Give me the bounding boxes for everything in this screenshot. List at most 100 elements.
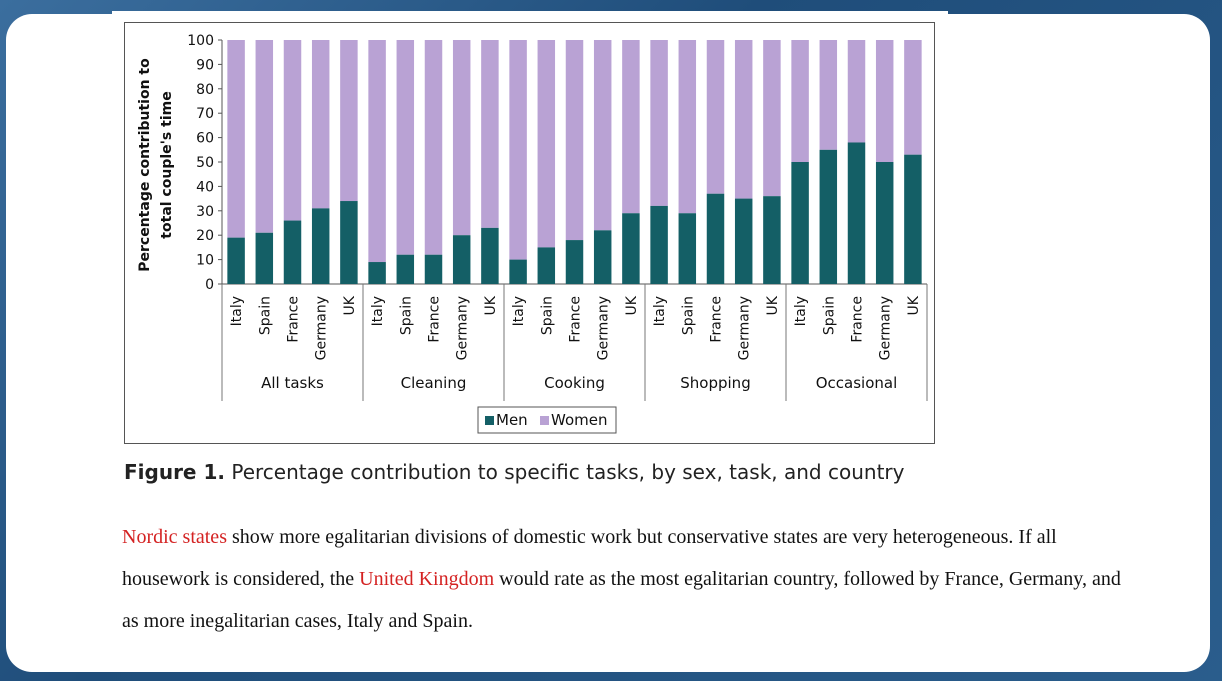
bar-men: [424, 254, 443, 284]
bar-women: [819, 40, 838, 150]
bar-men: [622, 213, 640, 284]
bar-men: [509, 259, 527, 284]
group-label: Occasional: [816, 374, 898, 392]
bar-women: [424, 40, 443, 255]
legend-label-women: Women: [551, 411, 607, 429]
figure-label: Figure 1.: [124, 460, 225, 484]
bar-men: [650, 205, 668, 284]
y-tick-label: 20: [196, 228, 214, 244]
x-tick-label: UK: [483, 295, 499, 315]
x-tick-label: UK: [342, 295, 358, 315]
group-label: All tasks: [261, 374, 324, 392]
x-tick-label: Italy: [793, 296, 809, 326]
bar-men: [791, 162, 809, 284]
bar-women: [650, 40, 668, 206]
bar-men: [678, 213, 697, 284]
bar-women: [509, 40, 527, 260]
bar-women: [368, 40, 386, 263]
bar-men: [593, 230, 612, 284]
bar-women: [847, 40, 866, 143]
top-divider: [112, 11, 948, 15]
bar-women: [311, 40, 330, 209]
link-nordic-states[interactable]: Nordic states: [122, 526, 227, 548]
x-tick-label: Germany: [878, 296, 894, 360]
bar-men: [819, 149, 838, 284]
y-tick-label: 100: [187, 33, 214, 49]
x-tick-label: UK: [906, 295, 922, 315]
x-tick-label: Spain: [539, 296, 555, 335]
bar-men: [706, 193, 725, 284]
bar-men: [396, 254, 415, 284]
y-tick-label: 0: [205, 277, 214, 293]
bar-men: [368, 262, 386, 284]
x-tick-label: Italy: [511, 296, 527, 326]
y-tick-label: 50: [196, 155, 214, 171]
bar-women: [227, 40, 245, 238]
y-axis-title-line2: total couple's time: [159, 91, 175, 238]
bar-women: [791, 40, 809, 162]
bar-women: [763, 40, 781, 197]
bar-women: [481, 40, 499, 228]
chart-container: 0 10 20 30 40 50 60 70 80 90 100 Percentage contrib…: [124, 22, 935, 444]
stacked-bar-chart: 0 10 20 30 40 50 60 70 80 90 100 Percentage contrib…: [137, 33, 928, 434]
y-tick-label: 30: [196, 204, 214, 220]
x-tick-label: Italy: [652, 296, 668, 326]
bar-men: [481, 227, 499, 284]
legend-swatch-men: [485, 416, 494, 425]
body-paragraph: Nordic states show more egalitarian divi…: [122, 516, 1122, 642]
link-united-kingdom[interactable]: United Kingdom: [359, 568, 495, 590]
y-tick-label: 10: [196, 253, 214, 269]
y-tick-label: 40: [196, 179, 214, 195]
bar-men: [340, 201, 358, 284]
paragraph-text-2: would rate as the most egalitarian count…: [122, 568, 1121, 632]
bar-women: [565, 40, 584, 241]
bar-women: [622, 40, 640, 214]
bar-women: [340, 40, 358, 202]
x-tick-label: France: [568, 296, 584, 343]
x-tick-label: France: [850, 296, 866, 343]
legend-label-men: Men: [496, 411, 528, 429]
bar-men: [847, 142, 866, 284]
x-tick-label: Italy: [370, 296, 386, 326]
x-tick-label: France: [427, 296, 443, 343]
x-tick-label: UK: [624, 295, 640, 315]
x-tick-label: Spain: [257, 296, 273, 335]
bar-women: [734, 40, 753, 199]
paragraph-text-1: show more egalitarian divisions of domes…: [122, 526, 1057, 590]
bar-women: [706, 40, 725, 194]
x-tick-label: Spain: [680, 296, 696, 335]
x-tick-label: Germany: [596, 296, 612, 360]
bar-men: [283, 220, 302, 284]
figure-caption: Figure 1. Percentage contribution to spe…: [124, 460, 904, 484]
x-tick-label: France: [709, 296, 725, 343]
bar-women: [452, 40, 471, 236]
bar-men: [565, 240, 584, 284]
bar-women: [904, 40, 922, 155]
group-label: Cleaning: [401, 374, 467, 392]
bar-women: [678, 40, 697, 214]
x-tick-label: France: [286, 296, 302, 343]
y-tick-label: 90: [196, 57, 214, 73]
y-tick-label: 70: [196, 106, 214, 122]
bar-men: [255, 232, 274, 284]
group-label: Cooking: [544, 374, 605, 392]
legend-swatch-women: [540, 416, 549, 425]
bar-women: [875, 40, 894, 162]
x-tick-label: Germany: [737, 296, 753, 360]
y-tick-label: 80: [196, 82, 214, 98]
bar-men: [904, 154, 922, 284]
x-tick-label: Italy: [229, 296, 245, 326]
y-tick-label: 60: [196, 131, 214, 147]
bar-men: [311, 208, 330, 284]
bar-women: [283, 40, 302, 221]
x-tick-label: Germany: [314, 296, 330, 360]
figure-caption-text: Percentage contribution to specific task…: [224, 460, 905, 484]
bar-men: [537, 247, 556, 284]
bar-women: [255, 40, 274, 233]
bar-men: [875, 162, 894, 284]
bar-men: [452, 235, 471, 284]
group-label: Shopping: [680, 374, 750, 392]
bar-women: [593, 40, 612, 231]
bar-women: [396, 40, 415, 255]
x-tick-label: Germany: [455, 296, 471, 360]
